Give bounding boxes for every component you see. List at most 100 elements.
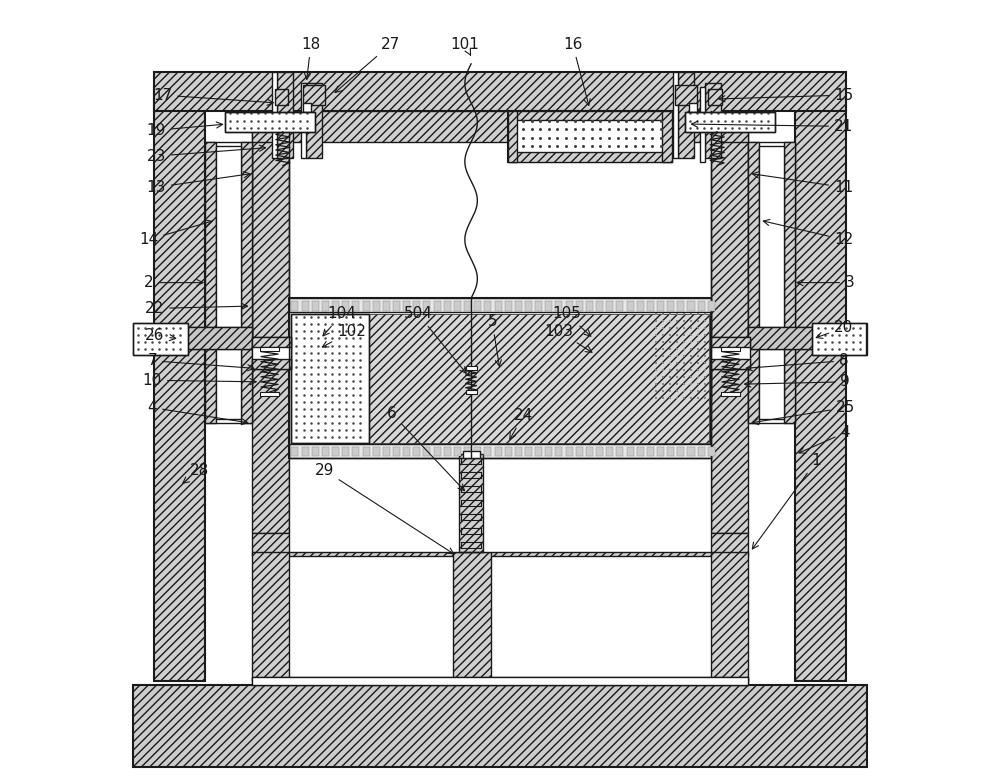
Bar <box>748 142 759 423</box>
Bar <box>495 301 502 310</box>
Bar <box>677 301 684 310</box>
Bar <box>352 301 359 310</box>
Bar <box>687 301 695 310</box>
Bar <box>698 301 705 310</box>
Bar <box>685 112 775 132</box>
Bar <box>637 301 644 310</box>
Bar <box>403 301 410 310</box>
Text: 9: 9 <box>745 374 850 390</box>
Bar <box>453 552 491 681</box>
Bar <box>434 301 441 310</box>
Bar <box>495 447 502 456</box>
Bar <box>225 112 315 132</box>
Bar <box>647 301 654 310</box>
Bar <box>689 103 697 112</box>
Bar <box>708 89 722 104</box>
Bar <box>466 390 477 394</box>
Bar <box>705 83 721 158</box>
Bar <box>616 447 623 456</box>
Bar <box>606 447 613 456</box>
Bar <box>301 83 306 158</box>
Text: 8: 8 <box>746 354 849 371</box>
Bar <box>606 301 613 310</box>
Bar <box>133 323 188 354</box>
Bar <box>662 111 672 162</box>
Bar <box>252 111 748 142</box>
Text: 10: 10 <box>143 372 256 388</box>
Bar <box>289 142 711 532</box>
Bar <box>555 447 562 456</box>
Bar <box>466 366 477 370</box>
Bar <box>545 301 552 310</box>
Bar <box>748 327 846 349</box>
Bar <box>508 111 517 162</box>
Bar <box>154 327 252 349</box>
Bar <box>403 447 410 456</box>
Bar <box>303 103 311 112</box>
Bar <box>205 142 252 423</box>
Text: 29: 29 <box>315 463 454 554</box>
Text: 504: 504 <box>404 307 466 373</box>
Bar <box>383 447 390 456</box>
Bar <box>289 298 711 459</box>
Text: 19: 19 <box>147 122 223 138</box>
Bar <box>459 455 483 552</box>
Bar <box>413 301 420 310</box>
Text: 28: 28 <box>183 463 209 483</box>
Bar <box>373 301 380 310</box>
Text: 4: 4 <box>148 400 248 425</box>
Text: 15: 15 <box>719 88 853 103</box>
Text: 17: 17 <box>153 88 273 105</box>
Bar <box>275 89 288 104</box>
Bar <box>627 447 634 456</box>
Bar <box>302 301 309 310</box>
Bar <box>342 447 349 456</box>
Text: 5: 5 <box>487 314 501 366</box>
Bar <box>484 447 491 456</box>
Bar <box>678 71 694 158</box>
Bar <box>260 392 279 396</box>
Bar <box>586 301 593 310</box>
Bar <box>291 314 369 443</box>
Bar <box>596 301 603 310</box>
Bar <box>352 447 359 456</box>
Bar <box>667 301 674 310</box>
Bar <box>252 111 289 532</box>
Text: 3: 3 <box>797 275 855 290</box>
Bar <box>423 447 430 456</box>
Bar <box>616 301 623 310</box>
Text: 105: 105 <box>552 307 591 336</box>
Bar <box>555 301 562 310</box>
Bar <box>291 314 709 443</box>
Text: 11: 11 <box>752 172 853 194</box>
Bar <box>289 445 711 459</box>
Bar <box>545 447 552 456</box>
Bar <box>784 142 795 423</box>
Bar <box>708 301 715 310</box>
Text: 25: 25 <box>752 400 855 425</box>
Bar <box>383 301 390 310</box>
Bar <box>393 301 400 310</box>
Bar <box>303 85 325 104</box>
Text: 2: 2 <box>144 275 203 290</box>
Bar <box>675 85 697 104</box>
Bar <box>423 301 430 310</box>
Bar <box>667 447 674 456</box>
Bar <box>677 447 684 456</box>
Bar <box>698 447 705 456</box>
Bar <box>795 87 846 681</box>
Bar <box>289 298 711 312</box>
Bar <box>363 447 370 456</box>
Bar <box>252 337 291 368</box>
Bar <box>508 152 672 162</box>
Bar <box>252 532 748 556</box>
Bar <box>685 112 775 132</box>
Bar <box>312 301 319 310</box>
Bar <box>373 447 380 456</box>
Bar <box>535 301 542 310</box>
Bar <box>673 71 678 158</box>
Text: 7: 7 <box>148 354 254 371</box>
Bar <box>225 112 315 132</box>
Bar <box>525 301 532 310</box>
Bar <box>312 447 319 456</box>
